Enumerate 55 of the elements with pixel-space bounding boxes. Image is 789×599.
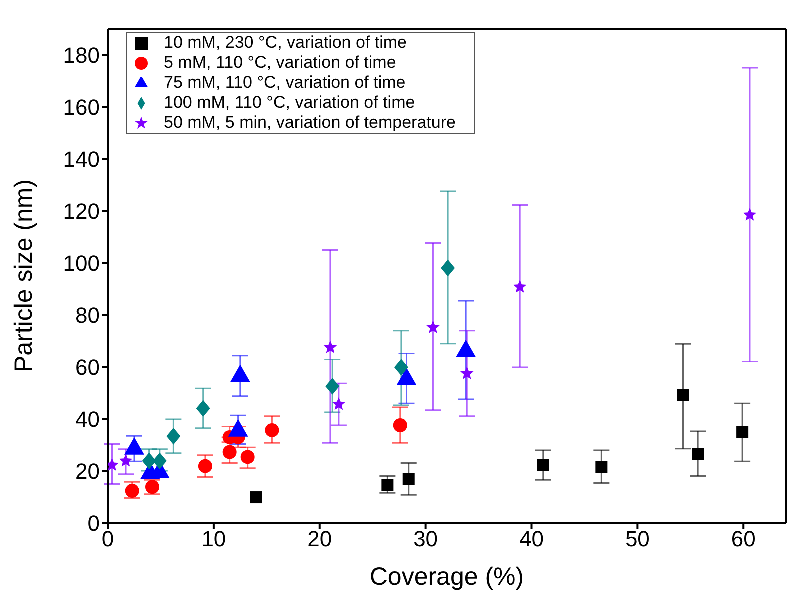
x-tick-label: 30: [414, 526, 438, 552]
point: [326, 378, 340, 395]
point: [441, 260, 456, 277]
point: [152, 452, 167, 470]
point: [240, 450, 255, 464]
point: [426, 320, 440, 334]
x-tick-label: 40: [520, 526, 544, 552]
point: [250, 492, 262, 504]
point: [324, 340, 338, 354]
point: [228, 419, 248, 437]
y-tick-label: 20: [76, 458, 100, 484]
x-tick-label: 20: [308, 526, 332, 552]
point: [460, 366, 474, 380]
legend-label: 75 mM, 110 °C, variation of time: [164, 73, 406, 92]
x-tick-label: 10: [202, 526, 226, 552]
point: [125, 484, 140, 498]
legend-label: 50 mM, 5 min, variation of temperature: [164, 113, 456, 132]
y-tick-label: 120: [63, 198, 100, 224]
y-tick-label: 60: [76, 354, 100, 380]
y-tick-label: 0: [88, 510, 100, 536]
legend-label: 10 mM, 230 °C, variation of time: [164, 33, 408, 52]
point: [394, 359, 408, 376]
point: [537, 459, 550, 472]
point: [513, 280, 527, 293]
y-tick-label: 160: [63, 94, 100, 120]
y-tick-label: 100: [63, 250, 100, 276]
point: [124, 437, 144, 455]
point: [166, 428, 181, 445]
point: [677, 389, 690, 402]
y-tick-label: 140: [63, 146, 100, 172]
x-axis-title: Coverage (%): [370, 563, 524, 591]
legend-label: 5 mM, 110 °C, variation of time: [164, 53, 396, 72]
point: [402, 473, 415, 486]
point: [382, 479, 394, 492]
point: [332, 397, 346, 410]
y-tick-label: 180: [63, 42, 100, 68]
legend-label: 100 mM, 110 °C, variation of time: [164, 93, 416, 112]
point: [222, 445, 237, 460]
point: [743, 208, 757, 221]
point: [196, 400, 210, 417]
point: [736, 426, 749, 438]
point: [393, 418, 408, 432]
point: [119, 454, 133, 467]
y-tick-label: 40: [76, 406, 100, 432]
point: [265, 423, 280, 438]
point: [456, 340, 476, 358]
point: [396, 368, 417, 386]
x-tick-label: 50: [625, 526, 650, 552]
y-tick-label: 80: [76, 302, 100, 328]
point: [198, 459, 212, 474]
y-axis-title: Particle size (nm): [10, 179, 38, 373]
point: [230, 364, 250, 382]
x-tick-label: 60: [731, 526, 756, 552]
point: [692, 448, 704, 460]
point: [596, 461, 608, 474]
